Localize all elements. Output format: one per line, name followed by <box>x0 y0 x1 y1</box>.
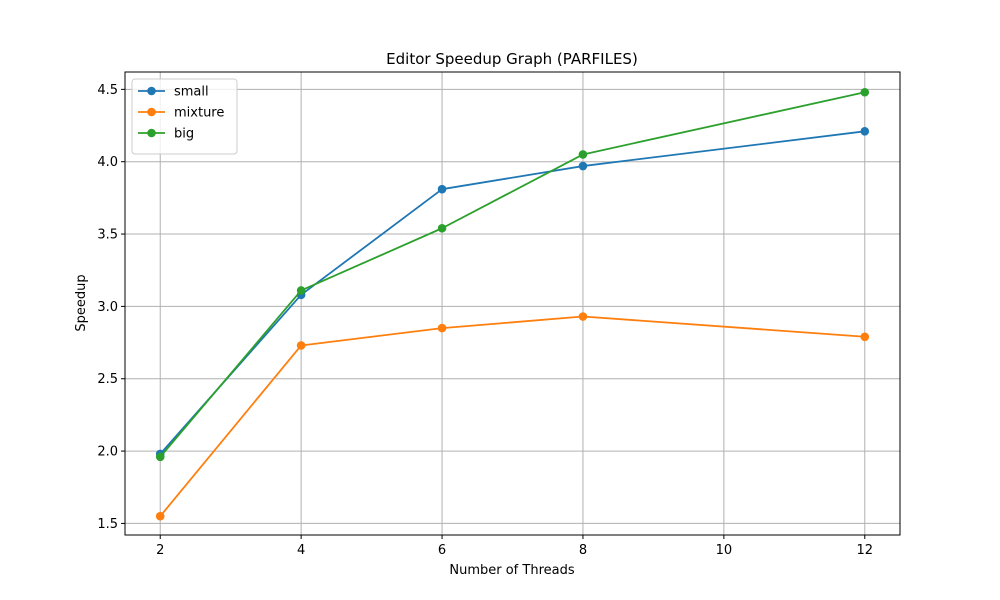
data-point-small <box>578 161 588 171</box>
data-point-mixture <box>860 332 870 342</box>
data-point-mixture <box>155 511 165 521</box>
data-point-big <box>437 223 447 233</box>
plot-frame <box>124 71 901 536</box>
x-tick-label: 10 <box>716 543 733 558</box>
y-tick-label: 4.5 <box>97 83 118 98</box>
data-point-mixture <box>296 341 306 350</box>
series-mixture <box>155 312 870 521</box>
data-point-small <box>437 184 447 194</box>
y-tick-label: 4.0 <box>97 155 118 170</box>
chart-title: Editor Speedup Graph (PARFILES) <box>386 50 638 68</box>
legend-marker <box>147 128 156 138</box>
legend-item-small: small <box>138 85 209 100</box>
y-axis-label: Speedup <box>74 274 89 331</box>
legend-label: big <box>174 127 194 142</box>
x-tick-label: 6 <box>438 543 446 558</box>
legend-label: small <box>174 85 209 100</box>
legend-marker <box>147 86 156 96</box>
data-point-small <box>860 127 870 136</box>
legend-item-big: big <box>138 127 194 142</box>
data-point-big <box>578 150 588 159</box>
y-tick-label: 2.0 <box>97 445 118 460</box>
y-tick-label: 3.5 <box>97 228 118 243</box>
data-point-mixture <box>437 323 447 333</box>
x-tick-label: 8 <box>579 543 587 558</box>
y-tick-label: 3.0 <box>97 300 118 315</box>
series-big <box>155 87 870 462</box>
x-tick-label: 2 <box>156 543 164 558</box>
legend-item-mixture: mixture <box>138 106 224 121</box>
x-tick-label: 12 <box>856 543 873 558</box>
legend: small mixture big <box>131 78 238 155</box>
legend-box <box>131 78 238 155</box>
y-tick-label: 1.5 <box>97 517 118 532</box>
y-tick-label: 2.5 <box>97 372 118 387</box>
x-axis-label: Number of Threads <box>449 563 574 578</box>
data-point-big <box>860 87 870 97</box>
data-point-big <box>296 286 306 295</box>
grid <box>125 72 900 535</box>
data-point-mixture <box>578 312 588 321</box>
legend-label: mixture <box>174 106 224 121</box>
series-layer <box>155 87 870 521</box>
legend-marker <box>147 107 156 117</box>
data-point-big <box>155 452 165 462</box>
axis-ticks: 2 4 6 8 10 12 1.5 2.0 2.5 3.0 3.5 4.0 4.5 <box>97 83 873 558</box>
x-tick-label: 4 <box>297 543 305 558</box>
